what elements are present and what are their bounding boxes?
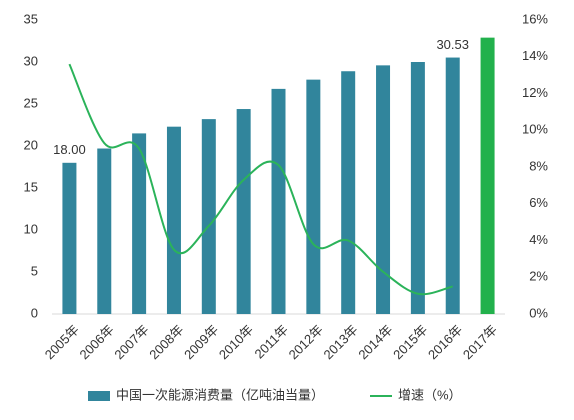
x-tick-label: 2007年 — [111, 322, 151, 362]
y2-tick-label: 2% — [529, 269, 548, 284]
bar — [132, 133, 147, 314]
x-tick-label: 2013年 — [320, 322, 360, 362]
y2-tick-label: 0% — [529, 305, 548, 320]
x-tick-label: 2009年 — [181, 322, 221, 362]
bar — [410, 62, 425, 314]
bar — [341, 71, 356, 315]
bar — [166, 126, 181, 315]
bar — [62, 162, 77, 314]
x-tick-label: 2015年 — [390, 322, 430, 362]
y2-tick-label: 6% — [529, 195, 548, 210]
x-tick-label: 2014年 — [355, 322, 395, 362]
y-tick-label: 30 — [24, 53, 38, 68]
line — [68, 63, 453, 296]
bar — [236, 109, 251, 314]
y2-tick-label: 16% — [522, 11, 548, 26]
x-tick-label: 2016年 — [425, 322, 465, 362]
y2-tick-label: 12% — [522, 85, 548, 100]
y2-tick-label: 4% — [529, 232, 548, 247]
y2-tick-label: 14% — [522, 48, 548, 63]
y-tick-label: 0 — [31, 305, 38, 320]
bar — [97, 148, 112, 314]
x-tick-label: 2017年 — [460, 322, 500, 362]
y-tick-label: 20 — [24, 137, 38, 152]
x-tick-label: 2011年 — [251, 322, 291, 362]
bar — [271, 88, 286, 314]
x-tick-label: 2010年 — [216, 322, 256, 362]
bar — [201, 119, 216, 315]
y2-tick-label: 10% — [522, 122, 548, 137]
y-tick-label: 15 — [24, 179, 38, 194]
data-label: 18.00 — [53, 142, 86, 157]
legend-label: 中国一次能源消费量（亿吨油当量） — [116, 387, 324, 402]
bar — [480, 37, 495, 314]
y-tick-label: 35 — [24, 11, 38, 26]
data-label: 30.53 — [436, 37, 469, 52]
x-tick-label: 2012年 — [286, 322, 326, 362]
legend-swatch — [88, 391, 110, 401]
bar — [445, 57, 460, 314]
bar — [376, 65, 391, 314]
x-tick-label: 2008年 — [146, 322, 186, 362]
y-tick-label: 25 — [24, 95, 38, 110]
legend-label: 增速（%） — [398, 387, 462, 402]
x-tick-label: 2006年 — [77, 322, 117, 362]
x-tick-label: 2005年 — [42, 322, 82, 362]
y-tick-label: 10 — [24, 221, 38, 236]
y2-tick-label: 8% — [529, 158, 548, 173]
y-tick-label: 5 — [31, 263, 38, 278]
bar — [306, 79, 321, 314]
